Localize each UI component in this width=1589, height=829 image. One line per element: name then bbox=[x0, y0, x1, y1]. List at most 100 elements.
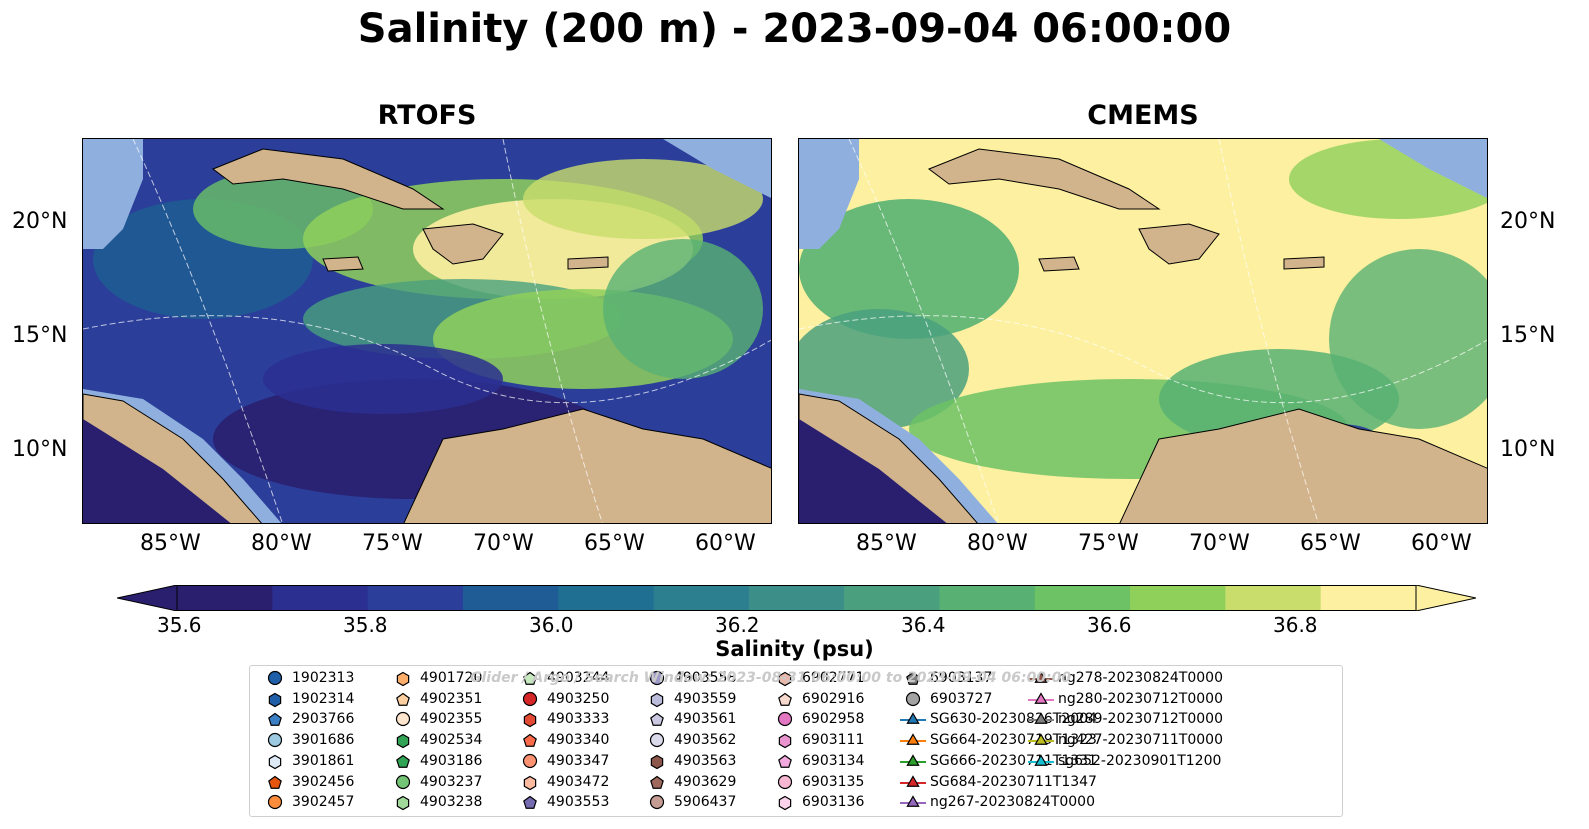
colorbar bbox=[116, 584, 1477, 612]
legend-item-label: ng267-20230824T0000 bbox=[930, 794, 1095, 811]
lon-label-cmems-75w: 75°W bbox=[1078, 531, 1139, 556]
colorbar-label: Salinity (psu) bbox=[715, 637, 874, 661]
colorbar-tick-36-4: 36.4 bbox=[901, 613, 946, 637]
pentagon-marker-icon bbox=[523, 671, 537, 685]
colorbar-segment bbox=[844, 585, 940, 611]
pentagon-marker-icon bbox=[268, 775, 282, 789]
hexagon-marker-icon bbox=[778, 795, 792, 811]
legend-item-label: 4903562 bbox=[674, 732, 737, 749]
legend-item-label: 4902534 bbox=[420, 732, 483, 749]
colorbar-tick-35-6: 35.6 bbox=[157, 613, 202, 637]
map-cmems bbox=[798, 138, 1488, 524]
legend-item-label: 2903766 bbox=[292, 711, 355, 728]
legend-item-label: SG664-20230719T1323 bbox=[930, 732, 1097, 749]
triangle-marker-icon bbox=[1028, 754, 1054, 766]
lat-label-left-15n: 15°N bbox=[12, 323, 68, 348]
colorbar-tick-36-8: 36.8 bbox=[1273, 613, 1318, 637]
hexagon-marker-icon bbox=[778, 733, 792, 749]
colorbar-segment bbox=[558, 585, 655, 611]
triangle-marker-icon bbox=[1028, 691, 1054, 704]
colorbar-svg bbox=[116, 584, 1477, 612]
circle-marker-icon bbox=[267, 795, 283, 810]
lon-label-rtofs-80w: 80°W bbox=[251, 531, 312, 556]
colorbar-tick-36-0: 36.0 bbox=[529, 613, 574, 637]
hexagon-marker-icon bbox=[268, 754, 282, 769]
triangle-marker-icon bbox=[1028, 671, 1054, 683]
legend-item-label: 3902457 bbox=[292, 794, 355, 811]
colorbar-segment bbox=[1130, 585, 1226, 611]
circle-marker-icon bbox=[649, 795, 665, 810]
legend-item-label: 6903137 bbox=[930, 670, 993, 686]
lon-label-rtofs-60w: 60°W bbox=[695, 531, 756, 556]
legend-item-label: 6903135 bbox=[802, 773, 865, 790]
legend-item-label: 1902314 bbox=[292, 690, 355, 707]
circle-marker-icon bbox=[267, 670, 283, 686]
legend-item-label: 4903472 bbox=[547, 773, 610, 790]
colorbar-tick-36-2: 36.2 bbox=[715, 613, 760, 637]
legend-item-label: 1902313 bbox=[292, 670, 355, 686]
pentagon-marker-icon bbox=[650, 775, 664, 789]
colorbar-extend-high bbox=[1415, 584, 1477, 612]
lat-label-right-20n: 20°N bbox=[1500, 209, 1556, 234]
hexagon-marker-icon bbox=[778, 671, 792, 687]
circle-marker-icon bbox=[267, 732, 283, 748]
legend-item-label: ng289-20230712T0000 bbox=[1058, 711, 1223, 728]
pentagon-marker-icon bbox=[523, 795, 537, 810]
colorbar-segment bbox=[367, 585, 464, 611]
legend-item-label: sg652-20230901T1200 bbox=[1058, 752, 1222, 769]
legend-item-label: 4903340 bbox=[547, 732, 610, 749]
circle-marker-icon bbox=[522, 691, 538, 706]
legend-item-label: 5906437 bbox=[674, 794, 737, 811]
lon-label-cmems-85w: 85°W bbox=[856, 531, 917, 556]
colorbar-segment bbox=[1320, 585, 1417, 611]
colorbar-extend-low bbox=[116, 584, 178, 612]
legend-item-label: SG666-20230711T1331 bbox=[930, 752, 1097, 769]
figure-title: Salinity (200 m) - 2023-09-04 06:00:00 bbox=[357, 6, 1232, 52]
pentagon-marker-icon bbox=[396, 692, 410, 706]
pentagon-marker-icon bbox=[778, 692, 792, 706]
hexagon-marker-icon bbox=[523, 775, 537, 790]
legend-item-label: SG630-20230826T2004 bbox=[930, 711, 1097, 728]
hexagon-marker-icon bbox=[523, 713, 537, 728]
hexagon-marker-icon bbox=[396, 795, 410, 811]
circle-marker-icon bbox=[649, 732, 665, 748]
legend-item-label: 6903111 bbox=[802, 732, 865, 749]
legend: 1902313 1902314 2903766 3901686 3901861 39024… bbox=[249, 665, 1343, 817]
legend-item-label: 4903244 bbox=[547, 670, 610, 686]
lon-label-rtofs-65w: 65°W bbox=[584, 531, 645, 556]
legend-item-label: 4902351 bbox=[420, 690, 483, 707]
colorbar-segment bbox=[1225, 585, 1322, 611]
hexagon-marker-icon bbox=[396, 733, 410, 749]
hexagon-marker-icon bbox=[650, 692, 664, 707]
lon-label-rtofs-75w: 75°W bbox=[362, 531, 423, 556]
legend-item-label: 4903238 bbox=[420, 794, 483, 811]
circle-marker-icon bbox=[905, 691, 921, 706]
lon-label-rtofs-70w: 70°W bbox=[473, 531, 534, 556]
lat-label-right-10n: 10°N bbox=[1500, 437, 1556, 462]
legend-item-label: 4903559 bbox=[674, 690, 737, 707]
legend-item-label: SG684-20230711T1347 bbox=[930, 773, 1097, 790]
triangle-marker-icon bbox=[900, 774, 926, 787]
triangle-marker-icon bbox=[900, 754, 926, 766]
legend-item-label: 4903629 bbox=[674, 773, 737, 790]
triangle-marker-icon bbox=[1028, 712, 1054, 725]
circle-marker-icon bbox=[777, 774, 793, 789]
circle-marker-icon bbox=[395, 774, 411, 789]
pentagon-marker-icon bbox=[906, 671, 920, 685]
legend-item-label: 3902456 bbox=[292, 773, 355, 790]
triangle-marker-icon bbox=[900, 733, 926, 745]
legend-item-label: 4903558 bbox=[674, 670, 737, 686]
circle-marker-icon bbox=[395, 712, 411, 727]
watermark-text: Glider / Argo / Search Window: 2023-08-3… bbox=[470, 670, 1072, 686]
legend-item-label: 6903727 bbox=[930, 690, 993, 707]
colorbar-segment bbox=[177, 585, 273, 611]
lat-label-right-15n: 15°N bbox=[1500, 323, 1556, 348]
legend-item-label: ng280-20230712T0000 bbox=[1058, 690, 1223, 707]
lat-label-left-20n: 20°N bbox=[12, 209, 68, 234]
legend-item-label: 4903347 bbox=[547, 752, 610, 769]
circle-marker-icon bbox=[522, 753, 538, 768]
triangle-marker-icon bbox=[900, 712, 926, 725]
pentagon-marker-icon bbox=[650, 713, 664, 727]
legend-item-label: 4903563 bbox=[674, 752, 737, 769]
lon-label-rtofs-85w: 85°W bbox=[140, 531, 201, 556]
